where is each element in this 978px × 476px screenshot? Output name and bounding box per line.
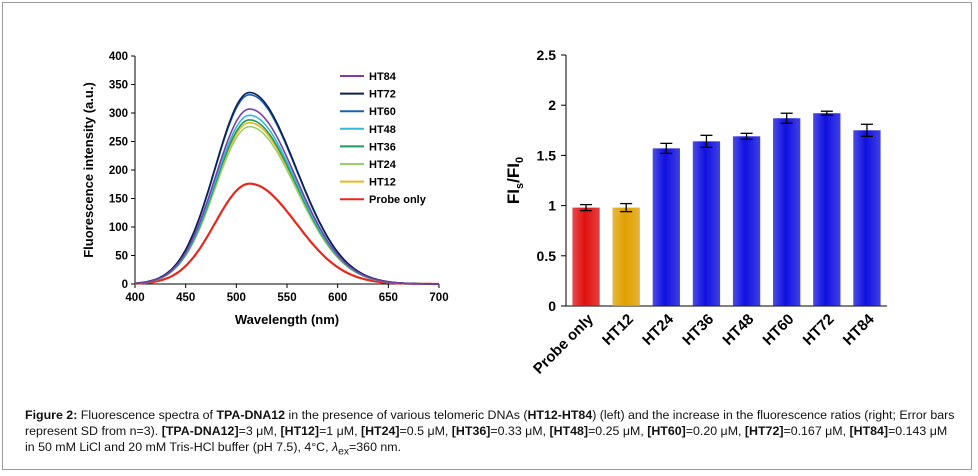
- y-axis-label-part: /FI: [504, 163, 523, 183]
- figure-frame: 0 50 100 150 200 250 300 350 400 400 450 500 550 600 6…: [2, 2, 972, 470]
- caption-text: =0.143 μM in 50 mM LiCl and 20 mM Tris-H…: [25, 424, 948, 454]
- legend-entry: HT72: [369, 89, 396, 101]
- category-label: HT24: [639, 310, 677, 348]
- y-tick-label: 250: [109, 137, 128, 149]
- caption-text: =3 μM,: [238, 424, 281, 438]
- fluorescence-spectra-chart: 0 50 100 150 200 250 300 350 400 400 450 500 550 600 6…: [81, 51, 449, 327]
- caption-bold: [HT72]: [744, 424, 784, 438]
- bar-ht12: [612, 207, 640, 306]
- legend-entry: HT24: [369, 159, 397, 171]
- caption-text: =0.25 μM,: [588, 424, 648, 438]
- caption-text: ) (left) and the increase in the fluores…: [25, 408, 955, 438]
- caption-text: in the presence of various telomeric DNA…: [285, 408, 528, 422]
- y-axis-label-part: FI: [504, 189, 523, 204]
- y-tick-label: 300: [109, 108, 128, 120]
- caption-label: Figure 2:: [25, 408, 78, 422]
- bar-ht84: [853, 130, 881, 306]
- y-axis-label: FIs/FI0: [504, 157, 526, 204]
- category-label: Probe only: [530, 310, 597, 377]
- y-tick-label: 150: [109, 194, 128, 206]
- y-axis-label-subscript: s: [514, 183, 526, 189]
- y-tick-label: 350: [109, 80, 128, 92]
- legend-entry: HT48: [369, 124, 396, 136]
- caption-text: =0.5 μM,: [399, 424, 452, 438]
- x-tick-label: 600: [328, 292, 347, 304]
- y-tick-label: 1.5: [537, 147, 557, 163]
- caption-text: =360 nm.: [349, 440, 402, 454]
- x-tick-label: 700: [429, 292, 448, 304]
- y-tick-label: 400: [109, 51, 128, 63]
- legend-entry: HT12: [369, 177, 396, 189]
- x-tick-label: 550: [277, 292, 296, 304]
- caption-text: =0.20 μM,: [685, 424, 745, 438]
- y-tick-label: 200: [109, 165, 128, 177]
- legend-entry: HT84: [369, 71, 397, 83]
- caption-bold: [HT36]: [451, 424, 491, 438]
- y-axis-label-subscript: 0: [514, 157, 526, 163]
- y-tick-label: 0.5: [537, 248, 557, 264]
- bar-ht24: [652, 148, 680, 306]
- legend-entry: HT36: [369, 141, 396, 153]
- y-tick-label: 100: [109, 222, 128, 234]
- category-label: HT72: [800, 311, 838, 349]
- caption-bold: [TPA-DNA12]: [161, 424, 239, 438]
- category-label: HT48: [719, 311, 757, 349]
- x-tick-label: 650: [379, 292, 398, 304]
- caption-lambda: λ: [332, 440, 339, 454]
- caption-bold: HT12-HT84: [527, 408, 593, 422]
- x-axis-label: Wavelength (nm): [235, 312, 339, 327]
- caption-lambda-subscript: ex: [338, 446, 350, 458]
- bar-ht60: [773, 118, 801, 306]
- caption-bold: [HT12]: [280, 424, 320, 438]
- caption-text: =1 μM,: [319, 424, 361, 438]
- bar-ht48: [732, 136, 761, 306]
- category-label: HT12: [599, 311, 637, 349]
- caption-text: =0.167 μM,: [783, 424, 850, 438]
- legend-entry: Probe only: [369, 194, 427, 206]
- x-tick-label: 450: [176, 292, 195, 304]
- caption-text: Fluorescence spectra of: [77, 408, 217, 422]
- x-tick-label: 500: [227, 292, 246, 304]
- bar-ht72: [813, 113, 841, 307]
- y-tick-label: 0: [122, 279, 128, 291]
- caption-bold: [HT60]: [647, 424, 686, 438]
- caption-bold: [HT24]: [360, 424, 400, 438]
- y-tick-label: 0: [548, 298, 556, 314]
- caption-bold: [HT84]: [849, 424, 889, 438]
- x-tick-label: 400: [125, 292, 144, 304]
- caption-bold: [HT48]: [549, 424, 589, 438]
- y-tick-label: 2.5: [537, 47, 557, 63]
- category-label: HT84: [840, 310, 878, 348]
- bar-ht36: [692, 141, 721, 306]
- caption-bold: TPA-DNA12: [216, 408, 286, 422]
- legend-entry: HT60: [369, 106, 396, 118]
- figure-caption: Figure 2: Fluorescence spectra of TPA-DN…: [25, 407, 960, 460]
- category-label: HT36: [679, 311, 717, 349]
- y-axis-label: Fluorescence intensity (a.u.): [81, 82, 96, 258]
- y-tick-label: 1: [548, 198, 556, 214]
- series-line-ht84: [134, 108, 440, 285]
- caption-text: =0.33 μM,: [490, 424, 550, 438]
- category-label: HT60: [760, 311, 798, 349]
- y-tick-label: 50: [115, 251, 128, 263]
- bar-probe-only: [572, 207, 600, 306]
- y-tick-label: 2: [548, 97, 556, 113]
